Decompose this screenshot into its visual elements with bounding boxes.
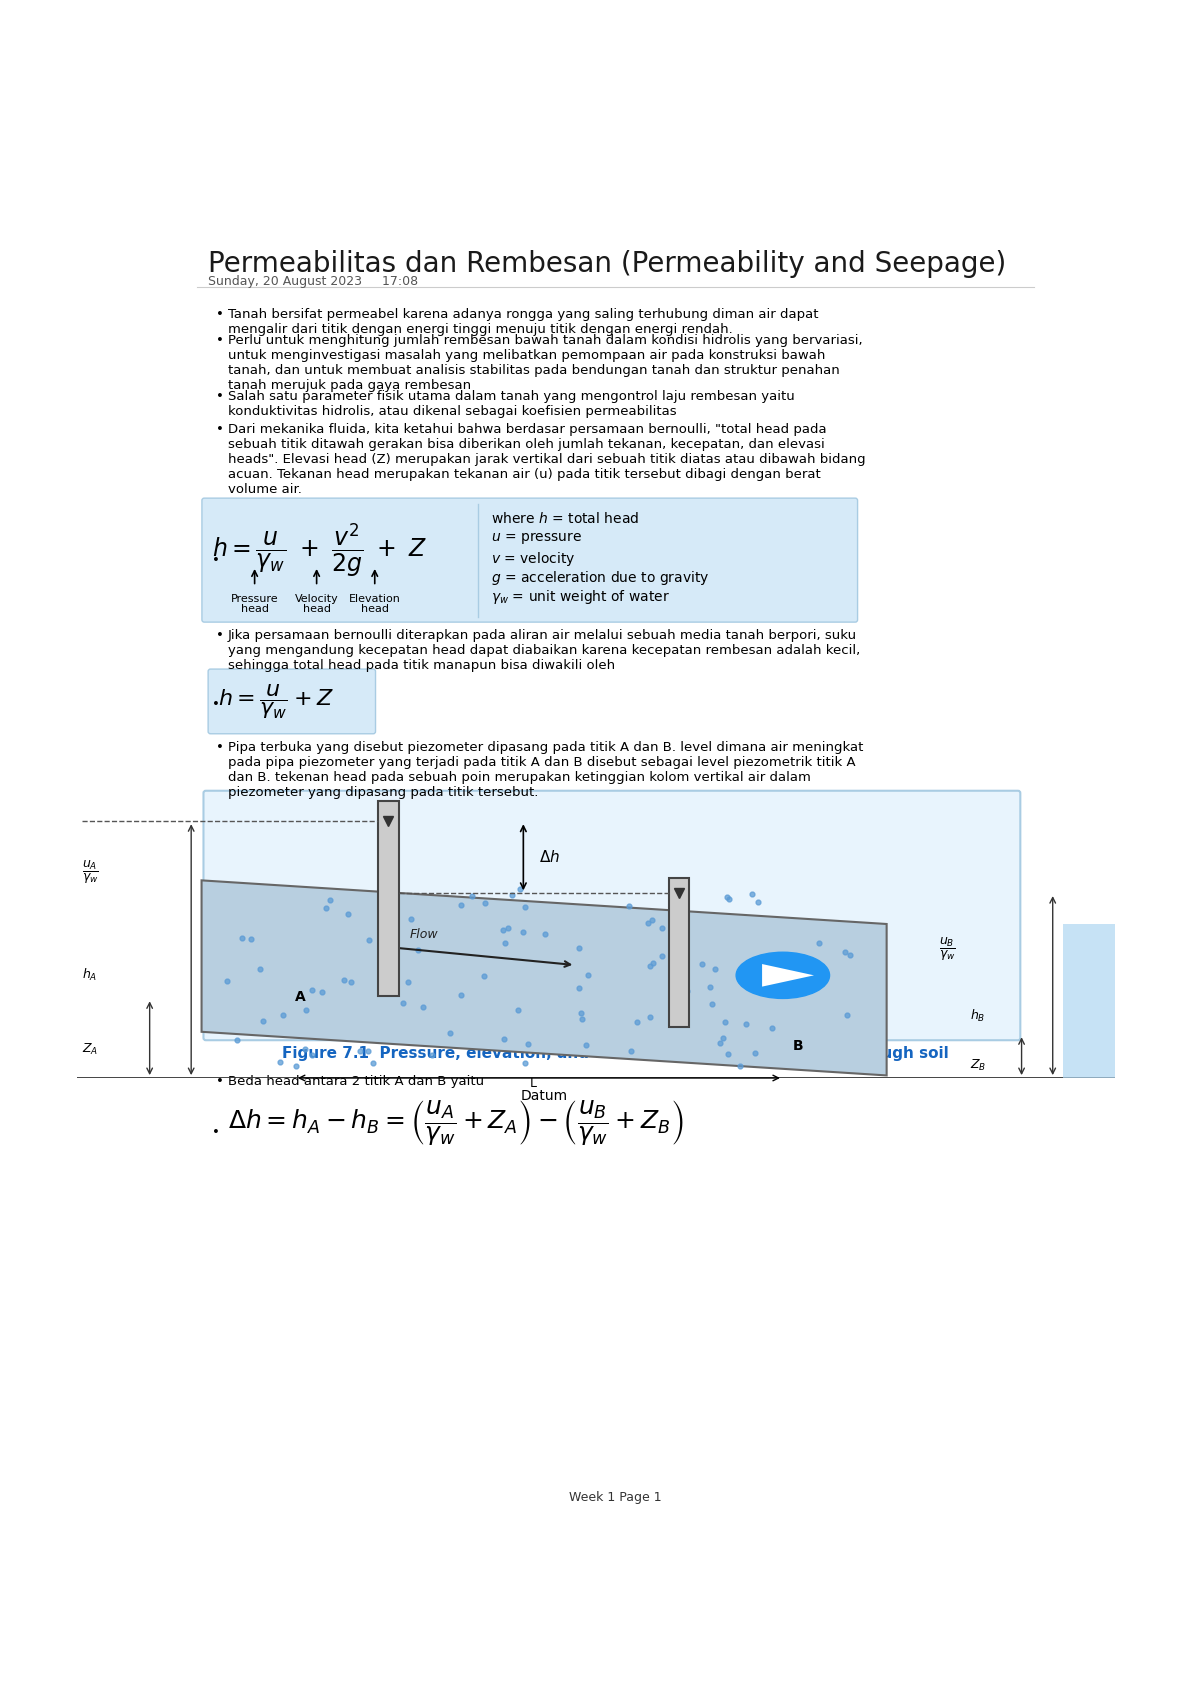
Text: •: •: [216, 423, 223, 437]
Text: $g$ = acceleration due to gravity: $g$ = acceleration due to gravity: [491, 570, 709, 586]
Text: head: head: [361, 604, 389, 614]
Text: $Z_B$: $Z_B$: [970, 1057, 986, 1073]
Text: where $h$ = total head: where $h$ = total head: [491, 512, 638, 527]
Bar: [668, 877, 690, 1027]
Text: $\gamma_w$ = unit weight of water: $\gamma_w$ = unit weight of water: [491, 588, 670, 607]
Text: Pipa terbuka yang disebut piezometer dipasang pada titik A dan B. level dimana a: Pipa terbuka yang disebut piezometer dip…: [228, 741, 863, 799]
Text: •: •: [216, 1074, 223, 1088]
Text: A: A: [295, 989, 306, 1005]
Text: $\Delta h$: $\Delta h$: [539, 850, 560, 865]
FancyBboxPatch shape: [208, 670, 376, 734]
Text: •: •: [216, 389, 223, 403]
Text: $u$ = pressure: $u$ = pressure: [491, 530, 582, 546]
Text: •: •: [216, 308, 223, 321]
Text: •: •: [212, 1125, 220, 1139]
Text: •: •: [216, 629, 223, 643]
Text: B: B: [793, 1039, 804, 1052]
Text: $v$ = velocity: $v$ = velocity: [491, 549, 575, 568]
FancyBboxPatch shape: [202, 498, 858, 622]
Text: head: head: [302, 604, 331, 614]
Polygon shape: [762, 964, 814, 986]
Text: Datum: Datum: [521, 1088, 568, 1103]
Text: Flow: Flow: [409, 928, 438, 942]
Text: $\Delta h = h_A - h_B = \left(\dfrac{u_A}{\gamma_w} + Z_A\right) - \left(\dfrac{: $\Delta h = h_A - h_B = \left(\dfrac{u_A…: [228, 1098, 684, 1148]
Text: head: head: [241, 604, 269, 614]
Text: Velocity: Velocity: [295, 593, 338, 604]
Text: Salah satu parameter fisik utama dalam tanah yang mengontrol laju rembesan yaitu: Salah satu parameter fisik utama dalam t…: [228, 389, 794, 418]
Text: •: •: [216, 741, 223, 753]
Text: Elevation: Elevation: [349, 593, 401, 604]
Text: Beda head antara 2 titik A dan B yaitu: Beda head antara 2 titik A dan B yaitu: [228, 1074, 484, 1088]
Text: $h_B$: $h_B$: [970, 1008, 985, 1025]
Text: $\dfrac{u_B}{\gamma_w}$: $\dfrac{u_B}{\gamma_w}$: [938, 937, 955, 964]
Text: Dari mekanika fluida, kita ketahui bahwa berdasar persamaan bernoulli, "total he: Dari mekanika fluida, kita ketahui bahwa…: [228, 423, 865, 496]
Text: •: •: [212, 699, 220, 711]
Bar: [1063, 925, 1115, 1078]
Text: L: L: [530, 1078, 538, 1090]
Text: Sunday, 20 August 2023     17:08: Sunday, 20 August 2023 17:08: [208, 275, 419, 287]
Bar: [378, 801, 398, 996]
Text: $\dfrac{u_A}{\gamma_w}$: $\dfrac{u_A}{\gamma_w}$: [82, 858, 100, 886]
FancyBboxPatch shape: [204, 790, 1020, 1040]
Text: Figure 7.1  Pressure, elevation, and total heads for flow of water through soil: Figure 7.1 Pressure, elevation, and tota…: [282, 1046, 948, 1061]
Text: Jika persamaan bernoulli diterapkan pada aliran air melalui sebuah media tanah b: Jika persamaan bernoulli diterapkan pada…: [228, 629, 859, 672]
Text: $h = \dfrac{u}{\gamma_w} + Z$: $h = \dfrac{u}{\gamma_w} + Z$: [218, 682, 334, 721]
Text: Tanah bersifat permeabel karena adanya rongga yang saling terhubung diman air da: Tanah bersifat permeabel karena adanya r…: [228, 308, 818, 337]
Circle shape: [736, 952, 829, 998]
Text: $Z_A$: $Z_A$: [82, 1042, 98, 1057]
Text: •: •: [216, 335, 223, 347]
Text: Permeabilitas dan Rembesan (Permeability and Seepage): Permeabilitas dan Rembesan (Permeability…: [208, 250, 1007, 279]
Text: •: •: [212, 554, 220, 568]
Polygon shape: [202, 881, 887, 1076]
Text: Perlu untuk menghitung jumlah rembesan bawah tanah dalam kondisi hidrolis yang b: Perlu untuk menghitung jumlah rembesan b…: [228, 335, 862, 393]
Text: Pressure: Pressure: [230, 593, 278, 604]
Text: Week 1 Page 1: Week 1 Page 1: [569, 1491, 661, 1504]
Text: $h = \dfrac{u}{\gamma_w}\ +\ \dfrac{v^2}{2g}\ +\ Z$: $h = \dfrac{u}{\gamma_w}\ +\ \dfrac{v^2}…: [212, 522, 427, 580]
Text: $h_A$: $h_A$: [82, 967, 97, 983]
